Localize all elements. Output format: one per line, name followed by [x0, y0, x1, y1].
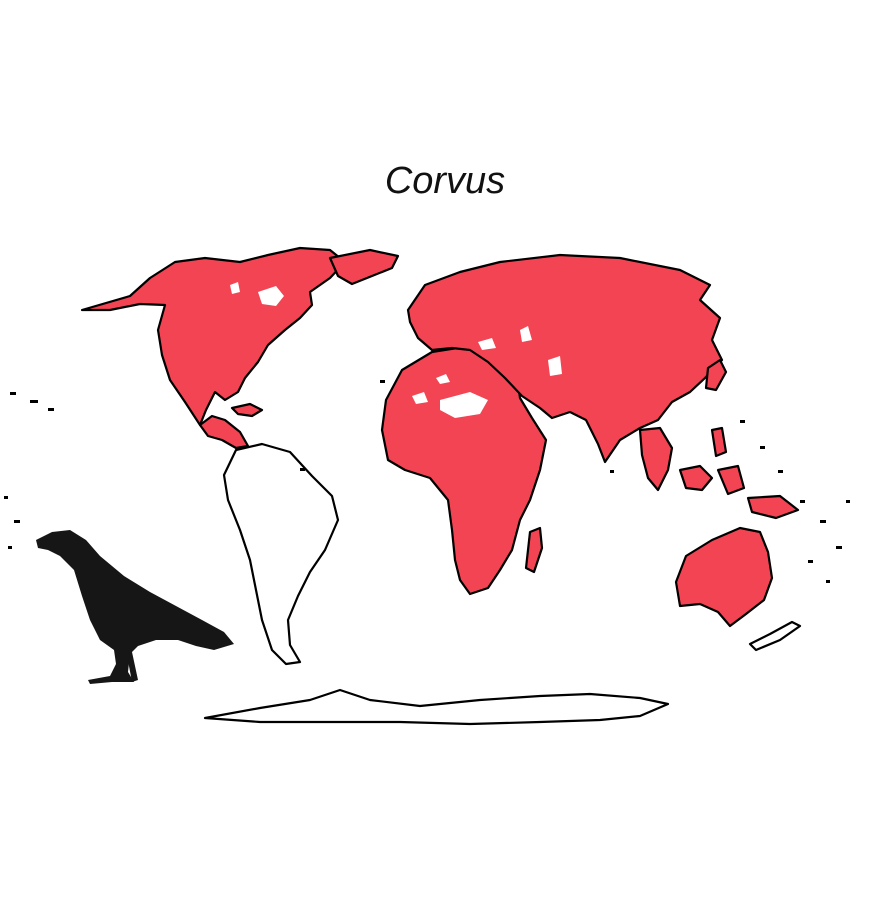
crow-icon	[36, 530, 234, 684]
indonesia-range	[678, 464, 714, 492]
north-america-gap-1	[230, 282, 240, 294]
central-america-range	[198, 414, 250, 450]
hudson-bay	[258, 286, 284, 306]
caribbean-range	[230, 402, 264, 418]
philippines-range	[710, 426, 728, 458]
small-islands	[4, 380, 850, 583]
antarctica-outline	[203, 688, 670, 726]
australia-range	[674, 526, 774, 628]
eurasia-range	[406, 253, 724, 464]
new-guinea-range	[746, 494, 800, 520]
japan-range	[704, 358, 728, 392]
sahara-gap-2	[412, 392, 428, 404]
greenland-range	[328, 248, 400, 286]
sahara-gap-1	[440, 392, 488, 418]
new-zealand-outline	[748, 620, 802, 652]
black-sea	[478, 338, 496, 350]
caspian-gap	[520, 326, 532, 342]
madagascar-range	[524, 526, 544, 574]
borneo-range	[716, 464, 746, 496]
north-america-range	[80, 246, 347, 427]
south-america-outline	[222, 442, 340, 666]
central-asia-gap	[548, 356, 562, 376]
map-title: Corvus	[384, 160, 506, 202]
southeast-asia-range	[638, 426, 674, 492]
sahara-gap-3	[436, 374, 450, 384]
